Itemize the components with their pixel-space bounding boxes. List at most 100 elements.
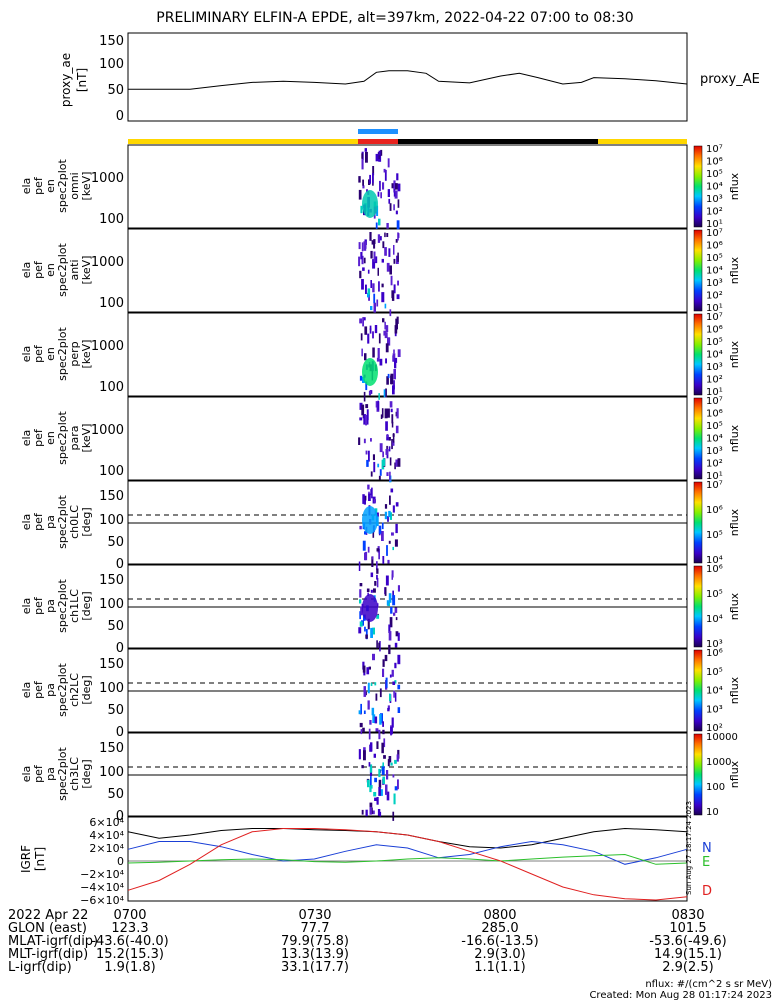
igrf-tick-m2e4: −2×10⁴ [80,868,124,881]
spectro-pixel [361,255,364,265]
spectro-pixel [359,525,362,530]
pa-ch0-ylabel-1: pef [32,512,45,531]
spectro-pixel [371,487,373,499]
spectro-pixel [382,668,385,677]
spectro-pixel [386,376,389,385]
spectro-pixel [381,292,385,303]
spectro-pixel [367,700,370,710]
spectro-pixel [366,409,369,421]
spectro-pixel [371,240,375,245]
spectro-pixel [366,588,370,592]
colorbar-4-unit: nflux [728,424,741,452]
colorbar-4-label-0: 10⁷ [706,396,723,407]
footer-row0-v0: 0700 [113,908,146,923]
spectro-pixel [397,749,400,759]
spectro-pixel [389,512,392,520]
spectro-pixel [370,776,372,787]
spectro-pixel [363,500,366,505]
spectro-pixel [363,686,366,697]
colorbar-3-unit: nflux [728,340,741,368]
spectro-pixel [378,729,381,740]
pa-ch1-ylabel-3: spec2plot [56,579,69,633]
spectro-pixel [374,777,377,783]
spectro-pixel [381,258,384,263]
spectro-pixel [385,575,389,586]
spectro-pixel [388,540,391,544]
colorbar-4-label-1: 10⁶ [706,409,723,420]
colorbar-2 [693,229,703,312]
spectro-pixel [396,754,399,762]
spectro-pixel [369,802,373,812]
spectro-pixel [367,269,370,274]
spectro-pixel [381,522,384,530]
pa-ch2-ylabel-0: ela [20,682,33,699]
spectro-pixel [376,614,380,619]
spectro-pixel [364,353,367,361]
pa-ch2-ylabel-3: spec2plot [56,663,69,717]
colorbar-4-label-5: 10² [706,459,723,470]
spectro-pixel [384,169,387,181]
spectro-pixel [387,337,390,345]
spectro-pixel [365,284,367,294]
spectro-pixel [383,755,386,759]
spectro-pixel [368,390,372,396]
spectro-pixel [369,720,372,725]
spectro-pixel [373,251,376,262]
energy-omni-ylabel-5: [keV] [80,172,93,201]
spectro-pixel [385,358,387,364]
spectro-pixel [378,333,381,344]
colorbar-1-label-6: 10¹ [706,219,723,230]
spectro-pixel [365,404,369,409]
spectro-pixel [361,159,364,170]
energy-anti-ylabel-3: spec2plot [56,243,69,297]
pa-ch1-tick-100: 100 [99,597,124,612]
footer-row4-v3: 2.9(2.5) [662,960,714,975]
spectro-pixel [394,539,398,547]
spectro-pixel [362,185,365,189]
spectro-pixel [387,516,389,522]
spectro-pixel [387,759,390,767]
spectro-pixel [396,408,399,419]
spectro-pixel [397,654,401,665]
spectro-pixel [379,469,382,476]
footer-row0-label: 2022 Apr 22 [8,908,88,923]
spectro-pixel [390,408,393,413]
spectro-pixel [375,153,379,162]
colorbar-5-label-0: 10⁷ [706,480,723,491]
footer-row2-label: MLAT-igrf(dip) [8,934,98,949]
spectro-pixel [391,421,394,428]
spectro-pixel [372,454,375,461]
energy-anti-tick-1000: 1000 [91,255,124,270]
spectro-pixel [386,223,389,229]
spectro-pixel [360,333,363,341]
pa-ch1-ylabel-4: ch1LC [68,589,81,623]
pitch-angle-panels: ela pef pa spec2plot ch0LC [deg] 150 100… [20,480,688,824]
spectro-pixel [377,348,380,359]
spectro-pixel [387,707,390,712]
colorbar-3 [693,313,703,396]
energy-para-ylabel-5: [keV] [80,424,93,453]
spectro-pixel [363,391,366,402]
spectro-pixel [395,523,398,534]
spectro-pixel [370,471,373,477]
spectro-pixel [361,348,363,357]
colorbar-8-label-1: 1000 [706,757,731,768]
energy-para-tick-1000: 1000 [91,423,124,438]
colorbar-8-unit: nflux [728,760,741,788]
colorbar-1-unit: nflux [728,172,741,200]
colorbar-6-label-3: 10³ [706,639,723,650]
colorbar-4-label-4: 10³ [706,446,723,457]
spectro-pixel [395,631,399,637]
spectro-pixel [382,241,385,249]
pa-ch1-ylabel-1: pef [32,596,45,615]
spectro-pixel [365,450,368,455]
spectro-pixel [388,624,391,633]
spectro-pixel [386,791,390,801]
energy-perp-ylabel-5: [keV] [80,340,93,369]
energy-anti-ylabel-5: [keV] [80,256,93,285]
igrf-panel: IGRF [nT] 6×10⁴ 4×10⁴ 2×10⁴ 0 −2×10⁴ −4×… [19,801,712,907]
colorbar-3-label-2: 10⁵ [706,337,723,348]
spectro-pixel [397,199,400,208]
spectro-pixel [387,559,390,564]
